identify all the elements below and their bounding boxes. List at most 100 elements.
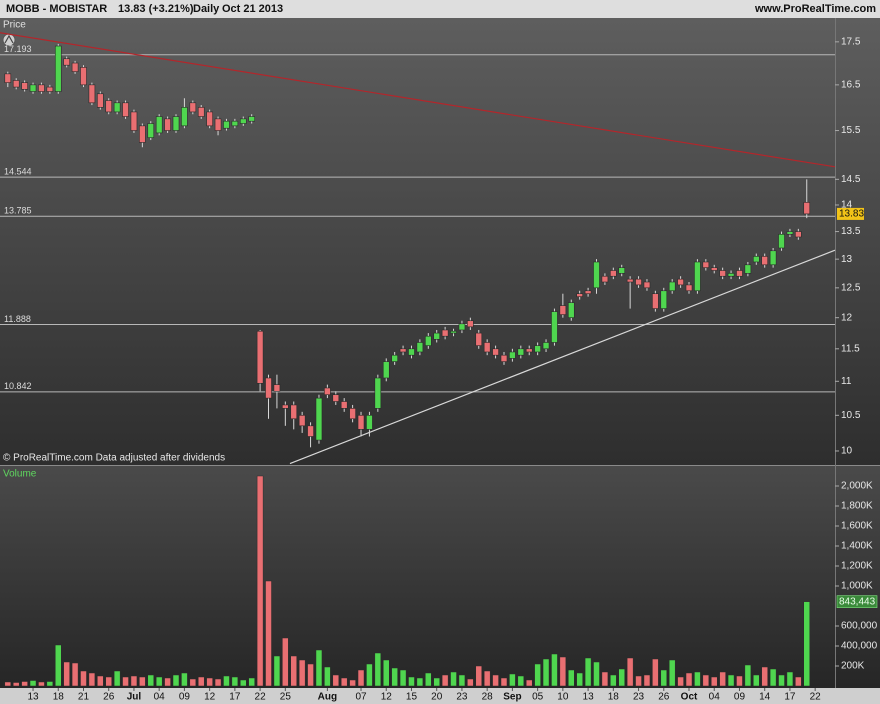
volume-bar xyxy=(652,658,659,687)
logo-mark xyxy=(4,34,14,44)
candle-body xyxy=(223,120,230,129)
volume-bar xyxy=(147,674,155,687)
volume-bar xyxy=(80,670,87,687)
volume-bar xyxy=(509,673,516,687)
volume-bar xyxy=(273,655,281,687)
candle-body xyxy=(248,116,255,122)
volume-bar xyxy=(542,658,550,687)
volume-bar xyxy=(383,659,390,687)
x-tick-label: 23 xyxy=(456,692,468,703)
volume-bar xyxy=(197,676,205,687)
volume-bar xyxy=(113,670,121,687)
candle-body xyxy=(21,82,28,90)
x-tick-label: 22 xyxy=(810,692,822,703)
candle-body xyxy=(155,116,163,134)
volume-bar xyxy=(315,649,323,687)
volume-bar xyxy=(256,475,264,687)
last-price-badge xyxy=(837,207,864,220)
candle-body xyxy=(769,250,777,266)
candle-body xyxy=(265,377,272,399)
volume-bar xyxy=(483,670,491,687)
candle-body xyxy=(500,354,508,362)
volume-bar xyxy=(425,672,432,687)
volume-bar xyxy=(635,675,642,687)
volume-bar xyxy=(71,662,79,687)
candle-body xyxy=(282,404,289,409)
volume-bar xyxy=(21,681,28,687)
candle-body xyxy=(610,270,617,277)
candle-body xyxy=(298,415,306,427)
candle-body xyxy=(147,123,155,138)
candle-body xyxy=(584,290,592,295)
candle-body xyxy=(130,111,138,131)
volume-bar xyxy=(719,671,726,687)
volume-bar xyxy=(282,637,289,687)
x-tick-label: 12 xyxy=(381,692,393,703)
volume-bar xyxy=(97,675,104,687)
volume-bar xyxy=(55,644,62,687)
candle-body xyxy=(189,102,197,113)
x-tick-label: 07 xyxy=(355,692,367,703)
candle-body xyxy=(509,351,516,359)
candle-body xyxy=(685,284,693,292)
x-tick-label: Sep xyxy=(503,692,521,703)
candle-body xyxy=(551,311,558,343)
volume-bar xyxy=(46,681,54,687)
volume-bar xyxy=(643,674,651,687)
x-tick-label: 21 xyxy=(78,692,90,703)
volume-bar xyxy=(534,663,541,687)
volume-bar xyxy=(593,661,600,687)
volume-bar xyxy=(4,681,12,687)
x-tick-label: 26 xyxy=(103,692,115,703)
x-tick-label: 22 xyxy=(255,692,267,703)
volume-bar xyxy=(525,679,533,687)
volume-bar xyxy=(753,674,760,687)
y-tick-label: 17.5 xyxy=(841,36,861,47)
x-tick-label: 09 xyxy=(734,692,746,703)
candle-body xyxy=(4,73,12,83)
volume-bar xyxy=(105,676,112,687)
candle-body xyxy=(492,348,499,356)
volume-bar xyxy=(12,682,20,687)
candle-body xyxy=(71,62,79,72)
volume-bar xyxy=(500,677,508,687)
candle-body xyxy=(88,84,96,104)
candle-body xyxy=(315,397,323,441)
candle-body xyxy=(366,415,373,430)
y-tick-label: 14.5 xyxy=(841,174,861,185)
x-tick-label: 18 xyxy=(608,692,620,703)
volume-bar xyxy=(610,674,617,687)
x-tick-label: 15 xyxy=(406,692,418,703)
candle-body xyxy=(46,86,54,92)
candle-body xyxy=(534,345,541,353)
candle-body xyxy=(517,348,525,356)
candle-body xyxy=(214,118,222,131)
candle-body xyxy=(12,80,20,88)
candle-body xyxy=(374,377,382,409)
x-tick-label: 05 xyxy=(532,692,544,703)
volume-bar xyxy=(357,669,365,687)
volume-bar xyxy=(769,668,777,687)
volume-tick-label: 1,000K xyxy=(841,581,873,592)
x-tick-label: 12 xyxy=(204,692,216,703)
candle-body xyxy=(172,116,180,131)
volume-tick-label: 600,000 xyxy=(841,621,878,632)
volume-bar xyxy=(63,661,70,687)
x-tick-label: 18 xyxy=(53,692,65,703)
volume-bar xyxy=(710,676,718,687)
volume-bar xyxy=(441,674,449,687)
x-tick-label: 13 xyxy=(583,692,595,703)
volume-bar xyxy=(248,677,255,687)
volume-bar xyxy=(240,679,247,687)
candle-body xyxy=(652,293,659,309)
candle-body xyxy=(736,270,743,277)
source: www.ProRealTime.com xyxy=(754,3,876,15)
price-panel xyxy=(0,18,880,465)
y-tick-label: 10 xyxy=(841,446,853,457)
candle-body xyxy=(677,278,684,286)
volume-bar xyxy=(214,678,222,687)
candle-body xyxy=(752,256,760,263)
candle-body xyxy=(702,261,710,268)
volume-bar xyxy=(694,671,701,687)
last-change: 13.83 (+3.21%) xyxy=(118,3,194,15)
